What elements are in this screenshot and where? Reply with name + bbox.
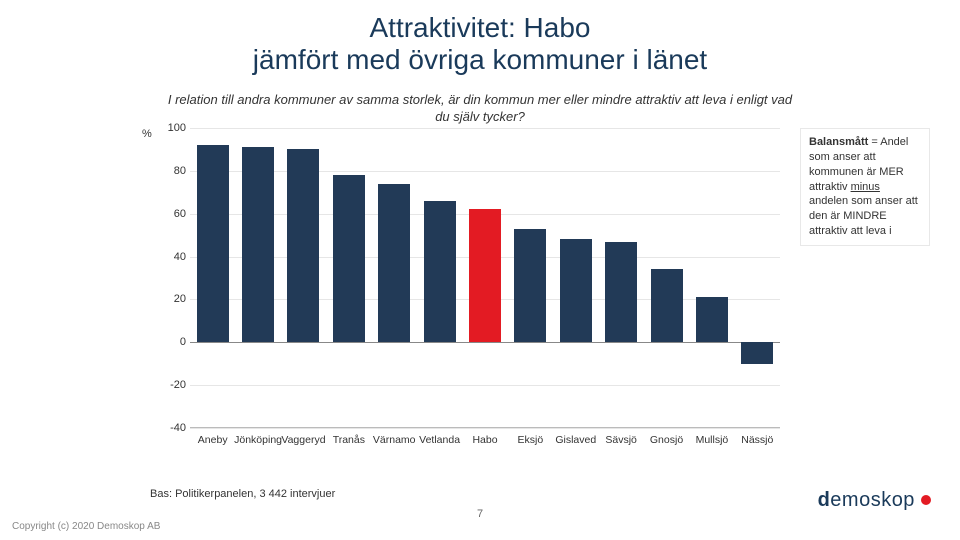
y-tick-label: 100 (168, 122, 186, 134)
title-line-1: Attraktivitet: Habo (370, 12, 591, 43)
y-tick-label: 0 (180, 336, 186, 348)
bar (651, 269, 683, 342)
x-tick-label: Aneby (198, 434, 228, 446)
logo-d: d (818, 489, 831, 511)
gridline (190, 128, 780, 129)
info-box: Balansmått = Andel som anser att kommune… (800, 128, 930, 246)
bar (696, 297, 728, 342)
bar (378, 184, 410, 343)
x-tick-label: Gislaved (555, 434, 596, 446)
x-tick-label: Värnamo (373, 434, 416, 446)
slide-root: Attraktivitet: Habo jämfört med övriga k… (0, 0, 960, 540)
bar (605, 242, 637, 343)
x-tick-label: Vetlanda (419, 434, 460, 446)
x-tick-label: Jönköping (234, 434, 282, 446)
y-tick-label: 40 (174, 251, 186, 263)
info-underline: minus (851, 181, 880, 193)
x-axis-labels: Aneby JönköpingVaggeryd Tranås VärnamoVetla… (190, 430, 780, 458)
y-tick-label: 60 (174, 208, 186, 220)
x-tick-label: Mullsjö (696, 434, 729, 446)
bar-highlight (469, 209, 501, 342)
logo-dot-icon (921, 495, 931, 505)
x-tick-label: Eksjö (518, 434, 544, 446)
logo: demoskop (818, 489, 932, 512)
slide-subtitle: I relation till andra kommuner av samma … (160, 92, 800, 126)
logo-rest: emoskop (830, 489, 915, 511)
x-tick-label: Vaggeryd (281, 434, 325, 446)
info-text-2: andelen som anser att den är MINDRE attr… (809, 195, 918, 237)
x-tick-label: Tranås (333, 434, 365, 446)
x-tick-label: Habo (472, 434, 497, 446)
x-tick-label: Nässjö (741, 434, 773, 446)
zero-gridline (190, 342, 780, 343)
y-axis: -40-20020406080100 (150, 128, 190, 458)
x-tick-label: Gnosjö (650, 434, 683, 446)
y-tick-label: -20 (170, 379, 186, 391)
gridline (190, 428, 780, 429)
bar (287, 149, 319, 342)
copyright: Copyright (c) 2020 Demoskop AB (12, 521, 160, 532)
bar (333, 175, 365, 342)
bar (242, 147, 274, 342)
bar (741, 342, 773, 363)
bar-chart: -40-20020406080100 AnebyJönköpingVaggery… (150, 128, 780, 458)
x-tick-label: Sävsjö (605, 434, 637, 446)
base-note: Bas: Politikerpanelen, 3 442 intervjuer (150, 488, 335, 500)
title-line-2: jämfört med övriga kommuner i länet (253, 44, 707, 75)
y-tick-label: 80 (174, 165, 186, 177)
bar (560, 239, 592, 342)
info-bold: Balansmått (809, 136, 868, 148)
plot-area (190, 128, 780, 428)
y-tick-label: -40 (170, 422, 186, 434)
bar (197, 145, 229, 342)
bar (424, 201, 456, 342)
slide-title: Attraktivitet: Habo jämfört med övriga k… (0, 12, 960, 76)
page-number: 7 (0, 508, 960, 520)
bar (514, 229, 546, 343)
y-tick-label: 20 (174, 293, 186, 305)
gridline (190, 171, 780, 172)
gridline (190, 385, 780, 386)
